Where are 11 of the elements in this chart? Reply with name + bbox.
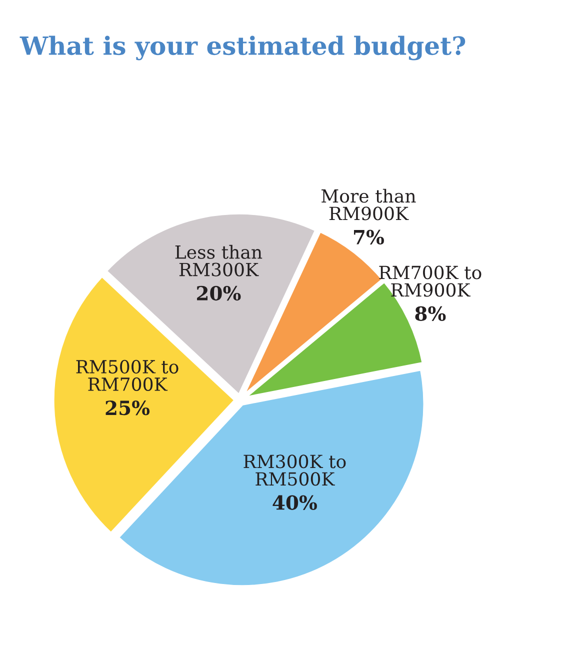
data-label: 40% [272, 495, 317, 510]
data-label: 25% [106, 400, 150, 416]
chart-title: What is your estimated budget? [20, 36, 466, 60]
slice-label: RM500K to RM700K [76, 360, 178, 392]
slice-label: RM700K to RM900K [379, 266, 482, 297]
data-label: 20% [197, 286, 241, 301]
data-label: 8% [415, 306, 446, 321]
slice-label: More than RM900K [322, 188, 416, 220]
slice-label: RM300K to RM500K [244, 454, 346, 486]
data-label: 7% [354, 230, 384, 244]
slice-label: Less than RM300K [175, 244, 262, 276]
